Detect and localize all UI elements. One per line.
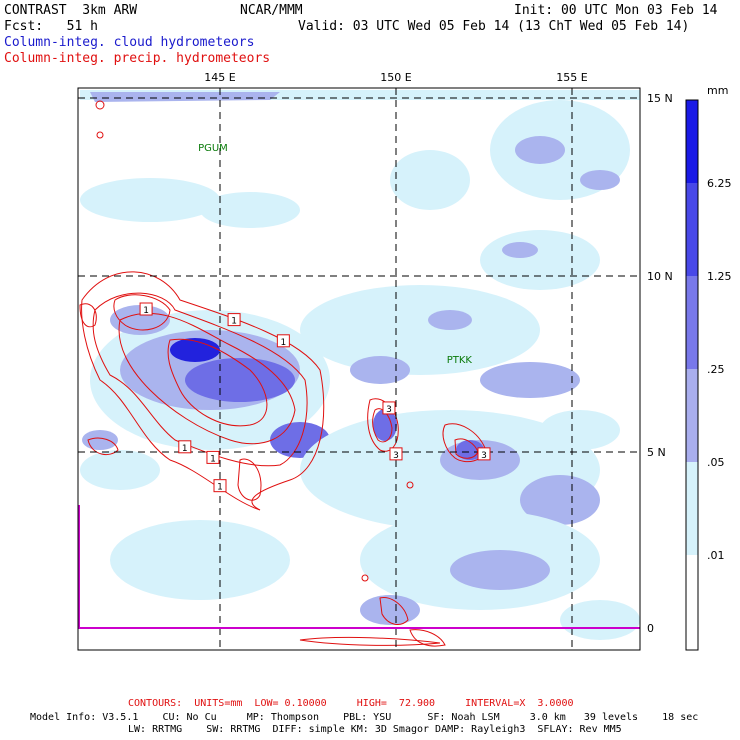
lat-label-5n: 5 N (647, 446, 666, 459)
contour-label-box (227, 313, 241, 327)
map-frame (77, 87, 641, 651)
station-label-ptkk: PTKK (447, 355, 473, 366)
colorbar-label-25: .25 (707, 363, 725, 376)
contour-label-box (178, 440, 192, 454)
colorbar-swatch-4 (686, 369, 698, 462)
lat-label-10n: 10 N (647, 270, 673, 283)
contour-label-box (276, 334, 290, 348)
colorbar-label-6-25: 6.25 (707, 177, 732, 190)
lon-label-155: 155 E (556, 71, 587, 84)
station-label-pgum: PGUM (198, 143, 228, 154)
contour-label: 1 (178, 440, 192, 454)
colorbar-label-05: .05 (707, 456, 725, 469)
colorbar-swatch-6 (686, 555, 698, 650)
colorbar-swatch-3 (686, 276, 698, 369)
model-info-line1: Model Info: V3.5.1 CU: No Cu MP: Thompso… (30, 712, 699, 723)
contour-label-text: 1 (143, 306, 149, 316)
contour-label-text: 1 (231, 317, 237, 327)
cloud-shading (78, 88, 640, 650)
contour-label-text: 1 (217, 483, 223, 493)
colorbar-unit: mm (707, 84, 728, 97)
lon-label-150: 150 E (380, 71, 411, 84)
colorbar-frame (685, 99, 699, 651)
colorbar-swatch-2 (686, 183, 698, 276)
contour-label: 3 (389, 447, 403, 461)
lat-lon-grid (78, 88, 640, 650)
contour-label-text: 3 (481, 451, 487, 461)
lat-label-0: 0 (647, 622, 654, 635)
contour-info: CONTOURS: UNITS=mm LOW= 0.10000 HIGH= 72… (128, 698, 574, 709)
contour-label-box (206, 450, 220, 464)
model-info-line2: LW: RRTMG SW: RRTMG DIFF: simple KM: 3D … (128, 724, 622, 735)
contour-label: 1 (227, 313, 241, 327)
lon-label-145: 145 E (204, 71, 235, 84)
colorbar-swatch-1 (686, 100, 698, 183)
contour-label: 3 (477, 447, 491, 461)
contour-label-box (477, 447, 491, 461)
org-title: NCAR/MMM (240, 3, 303, 18)
contour-label: 1 (139, 302, 153, 316)
stations: PGUM PTKK (198, 143, 472, 366)
contour-label: 3 (382, 401, 396, 415)
contour-label-box (382, 401, 396, 415)
precip-contours (79, 100, 486, 647)
contour-label-text: 3 (393, 451, 399, 461)
contour-label: 1 (213, 479, 227, 493)
contour-label: 1 (276, 334, 290, 348)
cloud-field-title: Column-integ. cloud hydrometeors (4, 35, 255, 50)
lat-label-15n: 15 N (647, 92, 673, 105)
colorbar-swatch-5 (686, 462, 698, 555)
contour-label-text: 1 (280, 338, 286, 348)
contour-label-box (139, 302, 153, 316)
contour-label-text: 1 (182, 444, 188, 454)
colorbar-label-01: .01 (707, 549, 725, 562)
contour-label-text: 3 (386, 405, 392, 415)
precip-field-title: Column-integ. precip. hydrometeors (4, 51, 271, 66)
model-title: CONTRAST 3km ARW (4, 3, 138, 18)
contour-label-box (389, 447, 403, 461)
init-time: Init: 00 UTC Mon 03 Feb 14 (514, 3, 718, 18)
map-fields: 1 1 1 1 1 1 3 3 3 PGUM PTKK (78, 88, 640, 650)
contour-label-box (213, 479, 227, 493)
contour-labels: 1 1 1 1 1 1 3 3 3 (139, 302, 491, 493)
colorbar-label-1-25: 1.25 (707, 270, 732, 283)
contour-label: 1 (206, 450, 220, 464)
valid-time: Valid: 03 UTC Wed 05 Feb 14 (13 ChT Wed … (298, 19, 690, 34)
forecast-hour: Fcst: 51 h (4, 19, 98, 34)
colorbar: mm 6.25 1.25 .25 .05 .01 (685, 84, 732, 651)
contour-label-text: 1 (210, 454, 216, 464)
